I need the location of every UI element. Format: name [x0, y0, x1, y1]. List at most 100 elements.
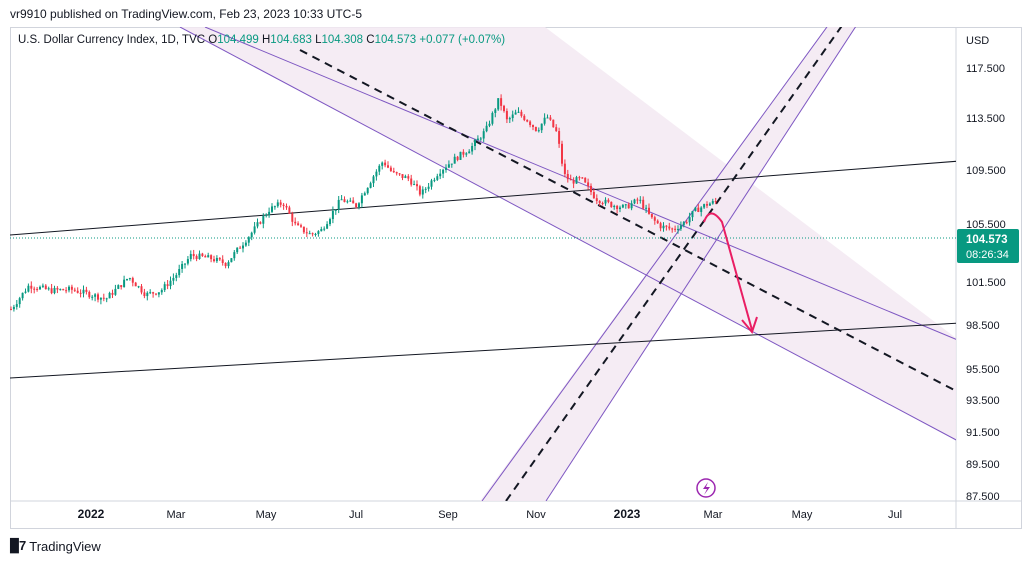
candle-body — [21, 292, 24, 299]
candle-body — [149, 292, 152, 294]
candle-body — [671, 228, 674, 230]
candle-body — [558, 131, 561, 144]
candle-body — [15, 304, 18, 307]
candle-body — [584, 177, 587, 183]
candle-body — [213, 259, 215, 262]
last-price-badge[interactable] — [957, 229, 1019, 263]
y-tick-label: 95.500 — [966, 364, 1000, 376]
candle-body — [366, 187, 369, 194]
high-value: 104.683 — [270, 34, 312, 46]
candle-body — [288, 207, 291, 214]
candle-body — [552, 119, 555, 128]
candle-body — [665, 225, 668, 227]
y-tick-label: 89.500 — [966, 459, 1000, 471]
candle-body — [326, 224, 329, 229]
candle-body — [575, 177, 578, 184]
candle-body — [488, 123, 491, 126]
candle-body — [114, 288, 117, 295]
candle-body — [143, 292, 146, 297]
ascending-channel-median[interactable] — [505, 20, 846, 501]
published-header: vr9910 published on TradingView.com, Feb… — [10, 7, 362, 21]
candle-body — [120, 285, 123, 288]
candle-body — [27, 285, 30, 292]
descending-channel-lower[interactable] — [179, 27, 960, 442]
candle-body — [126, 278, 128, 280]
y-tick-label: 93.500 — [966, 395, 1000, 407]
lower-trendline[interactable] — [10, 322, 960, 379]
candle-body — [91, 296, 94, 298]
candle-body — [76, 290, 79, 293]
candle-body — [491, 112, 494, 124]
candle-body — [53, 287, 56, 294]
candle-body — [218, 257, 221, 260]
candle-body — [679, 225, 682, 229]
y-tick-label: 87.500 — [966, 491, 1000, 503]
candle-body — [201, 253, 204, 257]
x-tick-label: 2023 — [614, 507, 641, 521]
candle-body — [181, 263, 184, 270]
lightning-icon — [703, 482, 710, 495]
candle-body — [68, 286, 70, 291]
symbol-description[interactable]: U.S. Dollar Currency Index, 1D, TVC — [18, 34, 206, 46]
change-value: +0.077 (+0.07%) — [419, 34, 506, 46]
candle-body — [636, 199, 639, 201]
x-tick-label: Mar — [167, 509, 186, 521]
candle-body — [601, 203, 604, 205]
candle-body — [271, 206, 273, 212]
descending-channel-upper[interactable] — [204, 27, 960, 341]
candle-body — [184, 263, 186, 265]
ascending-channel-left[interactable] — [481, 20, 832, 501]
candle-body — [595, 198, 598, 202]
candle-body — [352, 200, 355, 204]
candle-body — [613, 205, 616, 208]
candle-body — [677, 228, 679, 230]
candle-body — [708, 203, 711, 206]
candle-body — [555, 127, 558, 132]
candle-body — [616, 205, 619, 210]
candle-body — [642, 199, 645, 209]
candle-body — [360, 195, 363, 204]
candle-body — [456, 156, 459, 160]
y-tick-label: 101.500 — [966, 277, 1006, 289]
candle-body — [369, 183, 372, 188]
candle-body — [648, 207, 650, 214]
candle-body — [186, 259, 189, 264]
candle-body — [598, 201, 601, 204]
upper-trendline[interactable] — [10, 160, 960, 236]
descending-channel-median[interactable] — [299, 49, 960, 393]
candle-body — [163, 284, 166, 291]
candle-body — [329, 219, 331, 225]
candle-body — [694, 207, 697, 211]
candle-body — [221, 259, 224, 263]
candle-body — [697, 207, 700, 212]
candle-body — [650, 213, 653, 218]
candle-body — [282, 204, 285, 206]
candle-body — [395, 172, 398, 174]
x-tick-label: May — [792, 509, 813, 521]
candle-body — [244, 242, 247, 246]
footer-brand[interactable]: ▉7 TradingView — [10, 538, 101, 554]
candle-body — [33, 288, 36, 290]
candle-body — [445, 167, 447, 170]
candle-body — [99, 297, 102, 300]
candle-body — [471, 146, 474, 152]
candle-body — [534, 126, 537, 131]
candle-body — [30, 285, 33, 289]
high-label: H — [261, 34, 271, 46]
candle-body — [711, 201, 714, 204]
candles-group — [10, 94, 717, 312]
candle-body — [543, 117, 546, 124]
candle-body — [224, 262, 227, 267]
candle-body — [166, 284, 169, 287]
candle-body — [497, 98, 500, 110]
candle-body — [416, 184, 418, 187]
candle-body — [128, 278, 131, 280]
candle-body — [424, 188, 427, 190]
candle-body — [340, 199, 343, 201]
candle-body — [300, 225, 302, 227]
candle-body — [94, 294, 97, 297]
ascending-channel-right[interactable] — [545, 20, 860, 501]
candle-body — [381, 162, 384, 166]
candle-body — [482, 131, 485, 139]
